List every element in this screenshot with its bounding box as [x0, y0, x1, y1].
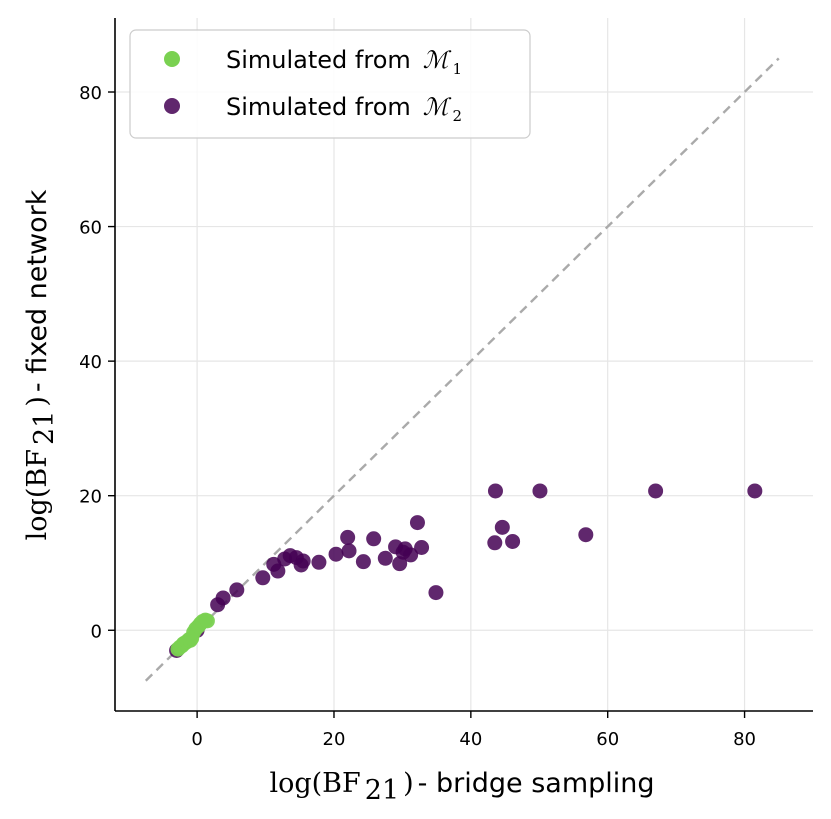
y-axis-label-math: log(BF — [22, 449, 53, 540]
y-tick-label: 20 — [79, 487, 102, 508]
legend-label-m2-sub: 2 — [452, 107, 462, 125]
point-m2 — [311, 554, 327, 570]
x-tick-label: 40 — [459, 729, 482, 750]
x-axis-label: log(BF 21 ) - bridge sampling — [269, 768, 654, 806]
point-m2 — [532, 483, 548, 499]
point-m2 — [328, 546, 344, 562]
point-m2 — [578, 527, 594, 543]
data-points — [169, 483, 763, 658]
legend-marker-m2 — [164, 98, 180, 114]
legend-label-m2: Simulated from ℳ 2 — [226, 93, 462, 125]
y-axis-label-sub: 21 — [29, 411, 60, 445]
y-tick-label: 40 — [79, 352, 102, 373]
y-axis-label-close: ) — [22, 396, 53, 407]
point-m2 — [255, 570, 271, 586]
point-m2 — [747, 483, 763, 499]
point-m2 — [341, 543, 357, 559]
axis-ticks: 0 20 40 60 80 0 20 40 60 80 — [79, 83, 756, 750]
legend-label-m2-text: Simulated from — [226, 93, 411, 121]
point-m2 — [366, 531, 382, 547]
point-m2 — [229, 582, 245, 598]
y-tick-label: 0 — [91, 621, 102, 642]
x-tick-label: 60 — [596, 729, 619, 750]
point-m2 — [392, 556, 408, 572]
point-m2 — [409, 515, 425, 531]
legend: Simulated from ℳ 1 Simulated from ℳ 2 — [129, 29, 531, 139]
legend-label-m1-math: ℳ — [423, 46, 452, 74]
point-m2 — [215, 590, 231, 606]
point-m2 — [295, 553, 311, 569]
point-m2 — [414, 540, 430, 556]
x-axis-label-text: - bridge sampling — [418, 768, 655, 799]
x-axis-label-close: ) — [403, 768, 414, 799]
identity-reference-line — [144, 57, 780, 682]
x-tick-label: 0 — [191, 729, 202, 750]
y-axis-label: log(BF 21 ) - fixed network — [22, 189, 60, 540]
legend-label-m1-text: Simulated from — [226, 46, 411, 74]
legend-label-m2-math: ℳ — [423, 93, 452, 121]
x-axis-label-sub: 21 — [365, 775, 399, 806]
point-m2 — [487, 483, 503, 499]
point-m2 — [494, 519, 510, 535]
point-m1 — [199, 613, 215, 629]
legend-label-m1-sub: 1 — [452, 60, 462, 78]
point-m2 — [505, 533, 521, 549]
point-m2 — [355, 554, 371, 570]
x-tick-label: 80 — [733, 729, 756, 750]
point-m2 — [377, 550, 393, 566]
x-axis-label-math: log(BF — [269, 768, 360, 799]
point-m2 — [270, 563, 286, 579]
point-m2 — [487, 535, 503, 551]
point-m2 — [428, 585, 444, 601]
point-m2 — [403, 547, 419, 563]
legend-label-m1: Simulated from ℳ 1 — [226, 46, 462, 78]
point-m2 — [648, 483, 664, 499]
legend-frame — [129, 29, 531, 139]
y-tick-label: 60 — [79, 218, 102, 239]
legend-marker-m1 — [164, 51, 180, 67]
y-tick-label: 80 — [79, 83, 102, 104]
y-axis-label-text: - fixed network — [22, 189, 53, 392]
x-tick-label: 20 — [323, 729, 346, 750]
point-m2 — [340, 529, 356, 545]
